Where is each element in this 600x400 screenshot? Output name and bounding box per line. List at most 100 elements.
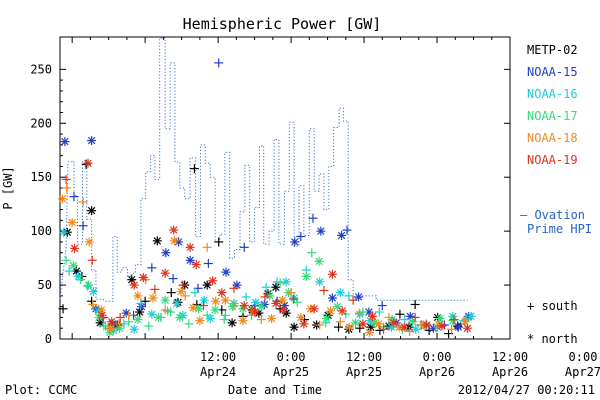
south-point [410, 312, 420, 322]
plot-source: Plot: CCMC [5, 383, 77, 397]
x-tick-label-time: 0:00 [423, 350, 452, 364]
x-tick-label-time: 12:00 [346, 350, 382, 364]
south-point [229, 301, 239, 311]
south-point [150, 284, 160, 294]
south-point [260, 292, 270, 302]
south-point [189, 164, 199, 174]
x-tick-label-date: Apr27 [565, 365, 600, 379]
north-point [321, 314, 331, 324]
north-point [121, 308, 131, 318]
south-point [335, 317, 345, 327]
north-point [191, 260, 201, 270]
north-point [435, 314, 445, 324]
x-tick-label-time: 0:00 [569, 350, 598, 364]
south-point [342, 225, 352, 235]
south-point [229, 283, 239, 293]
north-point [84, 237, 94, 247]
north-point [68, 261, 78, 271]
south-point [319, 285, 329, 295]
south-point [140, 296, 150, 306]
x-tick-label-date: Apr26 [419, 365, 455, 379]
x-tick-label-date: Apr25 [273, 365, 309, 379]
north-point [265, 291, 275, 301]
north-point [314, 256, 324, 266]
north-point [267, 314, 277, 324]
south-point [62, 183, 72, 193]
south-point [275, 278, 285, 288]
north-point [105, 323, 115, 333]
north-point [365, 328, 375, 338]
north-point [221, 267, 231, 277]
legend-entry: NOAA-17 [527, 109, 578, 123]
north-point [256, 302, 266, 312]
north-point [448, 316, 458, 326]
x-tick-label-date: Apr25 [346, 365, 382, 379]
legend-entry: METP-02 [527, 43, 578, 57]
north-point [327, 293, 337, 303]
south-point [69, 192, 79, 202]
legend: METP-02 NOAA-15 NOAA-16 NOAA-17 NOAA-18 NOAA-… [527, 43, 578, 167]
north-point [87, 206, 97, 216]
south-point [374, 307, 384, 317]
north-point [389, 318, 399, 328]
south-point [78, 221, 88, 231]
legend-entry: NOAA-18 [527, 131, 578, 145]
x-tick-label-date: Apr26 [492, 365, 528, 379]
south-point [296, 232, 306, 242]
north-point [97, 310, 107, 320]
north-point [154, 312, 164, 322]
south-point [76, 275, 86, 285]
north-point [335, 288, 345, 298]
north-point [368, 311, 378, 321]
south-point [395, 309, 405, 319]
north-point [250, 307, 260, 317]
north-point [107, 317, 117, 327]
south-point [348, 295, 358, 305]
south-point [307, 248, 317, 258]
south-point [87, 255, 97, 265]
north-point [399, 322, 409, 332]
south-point [199, 301, 209, 311]
south-point [178, 280, 188, 290]
y-axis-label: P [GW] [1, 166, 15, 209]
north-point [309, 304, 319, 314]
south-point [358, 307, 368, 317]
south-point [168, 274, 178, 284]
north-point [148, 293, 158, 303]
legend-north: * north [527, 332, 578, 346]
south-point [115, 312, 125, 322]
north-point [176, 287, 186, 297]
north-point [327, 269, 337, 279]
south-point [334, 322, 344, 332]
north-point [271, 298, 281, 308]
north-point [374, 319, 384, 329]
north-point [84, 280, 94, 290]
north-point [210, 305, 220, 315]
north-point [227, 318, 237, 328]
north-point [289, 322, 299, 332]
x-axis-label: Date and Time [228, 383, 322, 397]
chart-title: Hemispheric Power [GW] [183, 15, 382, 33]
north-point [174, 237, 184, 247]
north-point [326, 306, 336, 316]
south-point [405, 326, 415, 336]
south-point [166, 307, 176, 317]
north-point [358, 319, 368, 329]
south-point [190, 288, 200, 298]
north-point [337, 230, 347, 240]
south-point [308, 213, 318, 223]
south-point [184, 319, 194, 329]
south-point [384, 312, 394, 322]
y-axis: 0 50 100 150 200 250 [30, 62, 510, 346]
legend-ovation-line2: Prime HPI [527, 222, 592, 236]
north-point [316, 226, 326, 236]
plot-frame [59, 36, 511, 340]
north-point [315, 277, 325, 287]
south-point [377, 301, 387, 311]
north-point [278, 305, 288, 315]
north-point [60, 137, 70, 147]
south-point [160, 305, 170, 315]
north-point [239, 301, 249, 311]
south-point [114, 319, 124, 329]
north-point [129, 280, 139, 290]
